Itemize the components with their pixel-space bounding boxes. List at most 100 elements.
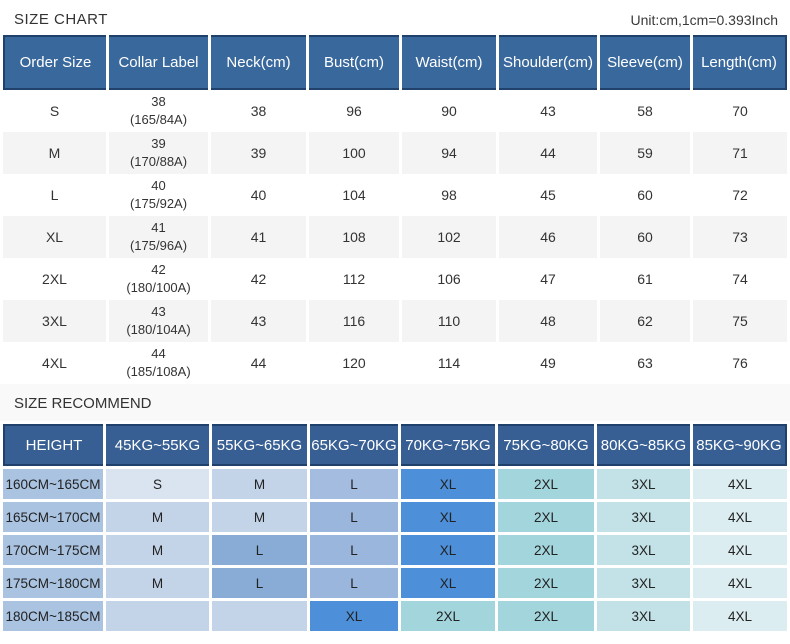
collar-label-cell: 42 (180/100A) xyxy=(109,258,208,300)
collar-spec-line: (175/96A) xyxy=(129,238,188,253)
recommend-size-cell: 2XL xyxy=(498,601,594,631)
recommend-row: 170CM~175CM M L L XL 2XL 3XL 4XL xyxy=(3,535,787,565)
measurement-cell: 102 xyxy=(402,216,496,258)
recommend-size-cell: 4XL xyxy=(693,502,787,532)
measurement-cell: 48 xyxy=(499,300,597,342)
size-chart-column-header: Shoulder(cm) xyxy=(499,35,597,90)
measurement-cell: 60 xyxy=(637,187,653,203)
size-chart-row: 4XL 44 (185/108A) 44 120 114 49 63 76 xyxy=(3,342,787,384)
recommend-row: 180CM~185CM XL 2XL 2XL 3XL 4XL xyxy=(3,601,787,631)
recommend-size-cell: XL xyxy=(401,469,495,499)
collar-spec-line: (180/100A) xyxy=(126,280,191,295)
measurement-cell: 74 xyxy=(732,271,748,287)
height-cell: 170CM~175CM xyxy=(3,535,103,565)
measurement-cell: 73 xyxy=(693,216,787,258)
recommend-column-header: HEIGHT xyxy=(3,424,103,466)
measurement-cell: 38 xyxy=(250,103,267,119)
size-recommend-title: SIZE RECOMMEND xyxy=(14,395,152,412)
recommend-column-header: 85KG~90KG xyxy=(693,424,787,466)
recommend-column-header: 65KG~70KG xyxy=(310,424,398,466)
size-chart-row: M 39 (170/88A) 39 100 94 44 59 71 xyxy=(3,132,787,174)
recommend-size-cell: S xyxy=(106,469,209,499)
size-chart-column-header: Neck(cm) xyxy=(211,35,306,90)
recommend-column-header: 45KG~55KG xyxy=(106,424,209,466)
order-size-cell: 2XL xyxy=(42,271,67,287)
measurement-cell: 72 xyxy=(732,187,748,203)
collar-size-line: 38 xyxy=(151,94,166,109)
measurement-cell: 100 xyxy=(309,132,399,174)
collar-label-cell: 39 (170/88A) xyxy=(109,132,208,174)
recommend-size-cell: L xyxy=(212,535,307,565)
recommend-size-cell: 3XL xyxy=(597,535,690,565)
recommend-size-cell: 3XL xyxy=(597,469,690,499)
recommend-header-row: HEIGHT 45KG~55KG 55KG~65KG 65KG~70KG 70KG~75… xyxy=(3,424,787,466)
recommend-size-cell: M xyxy=(106,535,209,565)
recommend-size-cell: 4XL xyxy=(693,469,787,499)
collar-size-line: 43 xyxy=(151,304,166,319)
recommend-size-cell: 2XL xyxy=(498,502,594,532)
size-chart-body: S 38 (165/84A) 38 96 90 43 58 70 M 39 (170/88A) 39 10… xyxy=(3,90,787,384)
recommend-size-cell: 3XL xyxy=(597,601,690,631)
collar-label-cell: 38 (165/84A) xyxy=(109,90,208,132)
measurement-cell: 94 xyxy=(402,132,496,174)
recommend-band: SIZE RECOMMEND xyxy=(0,384,790,421)
collar-size-line: 40 xyxy=(151,178,166,193)
recommend-size-cell: XL xyxy=(401,568,495,598)
recommend-size-cell: XL xyxy=(310,601,398,631)
measurement-cell: 61 xyxy=(637,271,653,287)
measurement-cell: 114 xyxy=(437,355,461,371)
recommend-size-cell: 2XL xyxy=(498,469,594,499)
measurement-cell: 104 xyxy=(342,187,366,203)
measurement-cell: 116 xyxy=(309,300,399,342)
measurement-cell: 59 xyxy=(600,132,690,174)
measurement-cell: 42 xyxy=(250,271,267,287)
collar-size-line: 44 xyxy=(151,346,166,361)
size-chart-column-header: Sleeve(cm) xyxy=(600,35,690,90)
recommend-size-cell: L xyxy=(310,469,398,499)
order-size-cell: L xyxy=(50,187,59,203)
collar-spec-line: (185/108A) xyxy=(126,364,191,379)
recommend-size-cell: M xyxy=(212,469,307,499)
recommend-column-header: 75KG~80KG xyxy=(498,424,594,466)
recommend-size-cell: 2XL xyxy=(498,535,594,565)
measurement-cell: 96 xyxy=(346,103,362,119)
measurement-cell: 40 xyxy=(250,187,267,203)
height-cell: 180CM~185CM xyxy=(3,601,103,631)
recommend-size-cell: 2XL xyxy=(401,601,495,631)
collar-size-line: 42 xyxy=(151,262,166,277)
collar-label-cell: 41 (175/96A) xyxy=(109,216,208,258)
size-chart-header-row: Order Size Collar Label Neck(cm) Bust(cm) Wa… xyxy=(3,35,787,90)
measurement-cell: 112 xyxy=(342,271,366,287)
recommend-size-cell: L xyxy=(310,535,398,565)
recommend-size-cell: XL xyxy=(401,502,495,532)
recommend-size-cell: M xyxy=(106,502,209,532)
size-chart-column-header: Collar Label xyxy=(109,35,208,90)
measurement-cell: 43 xyxy=(211,300,306,342)
recommend-body: 160CM~165CM S M L XL 2XL 3XL 4XL 165CM~170CM M M L X… xyxy=(3,469,787,631)
collar-spec-line: (170/88A) xyxy=(129,154,188,169)
collar-size-line: 39 xyxy=(151,136,166,151)
order-size-cell: 4XL xyxy=(42,355,67,371)
size-recommend-table: HEIGHT 45KG~55KG 55KG~65KG 65KG~70KG 70KG~75… xyxy=(0,421,790,634)
measurement-cell: 71 xyxy=(693,132,787,174)
recommend-size-cell: 2XL xyxy=(498,568,594,598)
size-chart-row: S 38 (165/84A) 38 96 90 43 58 70 xyxy=(3,90,787,132)
measurement-cell: 76 xyxy=(732,355,748,371)
measurement-cell: 75 xyxy=(693,300,787,342)
unit-label: Unit:cm,1cm=0.393Inch xyxy=(630,11,778,28)
measurement-cell: 44 xyxy=(250,355,267,371)
recommend-column-header: 55KG~65KG xyxy=(212,424,307,466)
measurement-cell: 62 xyxy=(600,300,690,342)
page-title: SIZE CHART xyxy=(14,11,108,28)
size-chart-column-header: Bust(cm) xyxy=(309,35,399,90)
measurement-cell: 108 xyxy=(309,216,399,258)
recommend-size-cell: M xyxy=(212,502,307,532)
recommend-size-cell xyxy=(106,601,209,631)
height-cell: 160CM~165CM xyxy=(3,469,103,499)
height-cell: 175CM~180CM xyxy=(3,568,103,598)
order-size-cell: S xyxy=(49,103,60,119)
measurement-cell: 110 xyxy=(402,300,496,342)
measurement-cell: 41 xyxy=(211,216,306,258)
size-chart-row: XL 41 (175/96A) 41 108 102 46 60 73 xyxy=(3,216,787,258)
